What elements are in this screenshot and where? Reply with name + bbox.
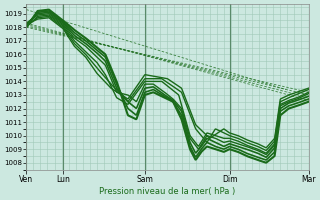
X-axis label: Pression niveau de la mer( hPa ): Pression niveau de la mer( hPa ) — [99, 187, 236, 196]
